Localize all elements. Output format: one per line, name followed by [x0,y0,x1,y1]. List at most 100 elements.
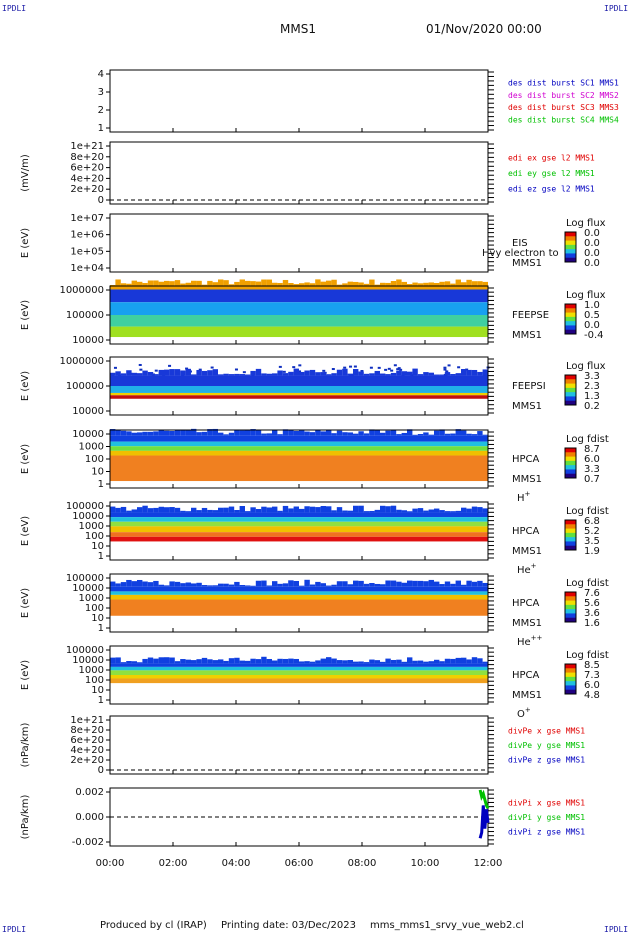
spectrogram-edge [320,505,326,513]
spectrogram-edge [299,372,305,376]
y-tick-label: 2e+20 [70,755,104,766]
spectrogram-edge [482,661,488,664]
y-tick-label: 100 [85,454,104,465]
spectrogram-edge [326,506,332,513]
corner-label-top-left: IPDLI [2,4,27,13]
spectrogram-edge [185,659,191,664]
colorbar-segment [565,456,576,462]
spectrogram-edge [201,370,208,376]
spectrogram-edge [228,584,235,587]
spectrogram-edge [390,372,397,376]
spectrogram-edge [342,660,348,664]
spectrogram-edge [331,279,337,286]
y-tick-label: 4e+20 [70,745,104,756]
spectrogram-edge [277,370,283,376]
spectrogram-edge [299,508,305,513]
spectrogram-edge [320,372,326,376]
spectrogram-edge [180,510,186,513]
spectrogram-edge [212,585,218,587]
colorbar-tick-label: 3.5 [584,536,600,547]
spectrogram-edge [137,432,143,436]
species-label: H+ [517,490,531,504]
spectrogram-edge [385,374,391,376]
spacecraft-label: MMS1 [512,330,542,341]
spectrogram-edge [407,580,413,587]
spectrogram-edge [191,507,197,513]
spectrogram-edge [385,282,391,286]
spectrogram-edge [450,283,456,286]
spectrogram-edge [434,374,440,376]
legend-entry: edi ex gse l2 MMS1 [508,154,595,163]
y-tick-label: 8e+20 [70,725,104,736]
y-axis-label: E (eV) [20,228,31,258]
spectrogram-edge [131,581,137,587]
spectrogram-edge [309,661,316,664]
spectrogram-band [110,586,488,592]
colorbar-segment [565,664,576,669]
spectrogram-edge [353,433,359,436]
spectrogram-edge [434,581,440,587]
y-axis-label: (nPa/km) [20,723,31,768]
spectrogram-edge [423,661,429,664]
y-tick-label: 0.000 [75,812,104,823]
spectrogram-edge [461,282,467,286]
spectrogram-edge [245,280,251,286]
plot-frame [109,69,489,133]
spectrogram-edge [299,585,305,587]
spectrogram-edge [261,656,267,664]
spectrogram-edge [180,583,186,587]
legend-entry: des dist burst SC1 MMS1 [508,78,619,87]
y-tick-label: 0 [98,765,104,776]
y-tick-label: 100000 [66,501,104,512]
colorbar-segment [565,316,576,322]
header-datetime: 01/Nov/2020 00:00 [426,22,542,36]
y-tick-label: 1000 [79,442,104,453]
spectrogram-edge [304,661,310,664]
plot-frame [109,213,489,273]
spectrogram-edge [228,658,235,664]
spectrogram-edge [471,506,478,513]
colorbar-segment [565,312,576,318]
spectrogram-edge [201,657,208,664]
spectrogram-edge [363,662,370,664]
spectrogram-band [110,315,488,327]
series-line [478,805,490,839]
spectrogram-edge [126,431,132,436]
spectrogram-edge [126,510,132,513]
spectrogram-edge [250,370,256,376]
spectrogram-edge [255,508,262,513]
spectrogram-edge [444,433,451,436]
spectrogram-edge [137,662,143,664]
spectrogram-edge [115,583,121,587]
y-axis-label: E (eV) [20,444,31,474]
spectrogram-edge [137,507,143,513]
colorbar-title: Log fdist [566,506,609,517]
spectrogram-edge [347,281,353,286]
spectrogram-edge [191,660,197,664]
y-axis-label: (nPa/km) [20,795,31,840]
spacecraft-label: MMS1 [512,258,542,269]
spectrogram-edge [207,280,213,286]
spectrogram-edge [180,659,186,664]
colorbar-tick-label: 5.2 [584,526,600,537]
species-label: O+ [517,706,531,720]
colorbar-segment [565,329,576,335]
spacecraft-label: MMS1 [512,690,542,701]
spectrogram-edge [396,279,402,286]
spectrogram-edge [347,432,353,436]
spectrogram-edge [401,510,407,513]
spectrogram-edge [272,581,278,587]
spectrogram-edge [120,506,127,513]
spectrogram-edge [417,660,424,664]
spectrogram-edge [174,507,181,513]
colorbar-segment [565,676,576,682]
spectrogram-edge [315,372,321,376]
spectrogram-edge [120,662,127,664]
spectrogram-edge [428,282,434,286]
spectrogram-cell [198,368,202,371]
y-tick-label: 10000 [72,583,104,594]
spectrogram-band [110,455,488,482]
spectrogram-edge [482,434,488,436]
spectrogram-edge [191,374,197,376]
spectrogram-edge [390,580,397,587]
